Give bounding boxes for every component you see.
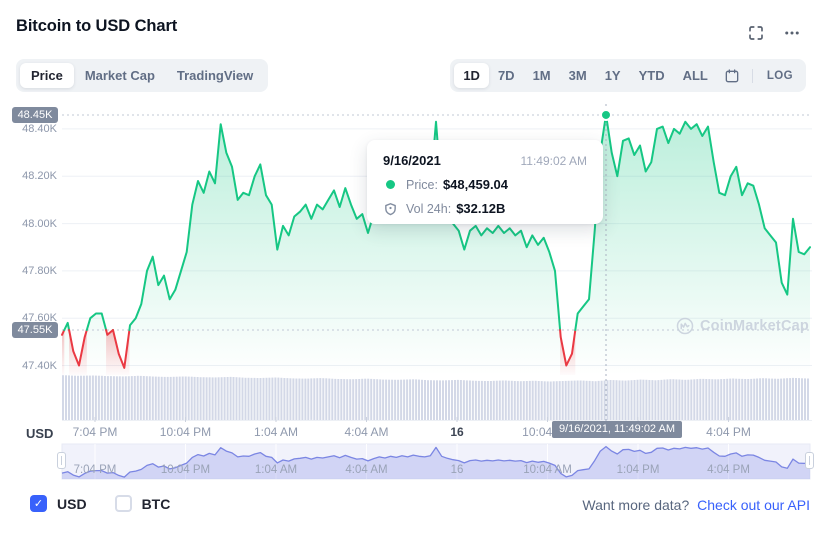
navigator-label: 1:04 AM: [254, 464, 298, 476]
price-line-down: [68, 329, 88, 367]
price-area-fill: [62, 114, 810, 375]
tooltip-vol-value: $32.12B: [456, 201, 506, 216]
footer: Want more data? Check out our API: [582, 497, 810, 513]
checkbox-label: BTC: [141, 495, 171, 512]
navigator-label: 4:04 AM: [345, 464, 388, 476]
checkbox-unchecked-icon[interactable]: [114, 495, 132, 512]
checkbox-label: USD: [57, 495, 87, 512]
navigator-handle-right[interactable]: [805, 452, 814, 469]
calendar-icon[interactable]: [717, 64, 747, 88]
api-link[interactable]: Check out our API: [697, 497, 810, 513]
x-axis-label: 4:04 PM: [706, 425, 751, 439]
navigator-label: 7:04 PM: [73, 464, 117, 476]
navigator-label: 16: [450, 464, 464, 476]
y-axis-label: 47.60K: [22, 312, 57, 325]
date-range-tab-group: 1D 7D 1M 3M 1Y YTD ALL LOG: [450, 59, 806, 92]
price-area-fill-down: [62, 330, 65, 375]
x-axis-label: 4:04 AM: [344, 425, 389, 439]
range-tab-all[interactable]: ALL: [682, 68, 708, 83]
chart-tooltip: 9/16/2021 11:49:02 AM Price: $48,459.04 …: [367, 140, 603, 224]
currency-toggle-row: ✓ USD BTC: [30, 495, 170, 512]
y-axis-label: 48.20K: [22, 170, 57, 183]
tab-tradingview[interactable]: TradingView: [176, 68, 254, 83]
navigator-label: 10:04 AM: [523, 464, 572, 476]
volume-bars: [62, 375, 809, 420]
navigator-handle-left[interactable]: [57, 452, 66, 469]
price-line-up: [63, 321, 71, 331]
y-axis-label: 48.00K: [22, 217, 57, 230]
x-axis-label: 7:04 PM: [72, 425, 118, 439]
price-line-down: [112, 329, 131, 369]
x-axis-label: 1:04 AM: [253, 425, 299, 439]
price-area-fill-down: [560, 330, 576, 375]
currency-checkbox-btc[interactable]: BTC: [114, 495, 171, 512]
y-axis-label: 48.40K: [22, 122, 57, 135]
navigator-label: 4:04 PM: [707, 464, 750, 476]
tooltip-date: 9/16/2021: [383, 153, 441, 168]
currency-checkbox-usd[interactable]: ✓ USD: [30, 495, 87, 512]
price-line-up: [574, 113, 811, 331]
page-title: Bitcoin to USD Chart: [16, 17, 178, 35]
footer-prompt: Want more data?: [582, 497, 690, 513]
range-tab-7d[interactable]: 7D: [497, 68, 515, 83]
x-axis-label: 10:04 PM: [159, 425, 212, 439]
crosshair-price-badge: 48.45K: [12, 106, 58, 123]
crosshair-date-badge: 9/16/2021, 11:49:02 AM: [552, 421, 682, 438]
range-tab-1d[interactable]: 1D: [454, 63, 489, 88]
chart-type-tab-group: Price Market Cap TradingView: [16, 59, 269, 92]
axis-currency-label: USD: [26, 426, 54, 441]
more-options-icon[interactable]: [782, 24, 802, 42]
tab-price[interactable]: Price: [20, 63, 74, 88]
header-icons: [747, 24, 802, 42]
price-line-up: [128, 120, 562, 331]
checkbox-checked-icon[interactable]: ✓: [30, 495, 47, 512]
watermark-text: CoinMarketCap: [700, 318, 809, 334]
tooltip-vol-label: Vol 24h:: [406, 201, 452, 216]
fullscreen-icon[interactable]: [747, 24, 765, 42]
crosshair-point-marker: [600, 108, 612, 121]
price-series-dot-icon: [383, 180, 397, 189]
navigator[interactable]: [61, 443, 811, 480]
navigator-area: [62, 446, 810, 479]
tab-market-cap[interactable]: Market Cap: [84, 68, 155, 83]
x-axis-label: 16: [450, 425, 464, 439]
price-line-down: [559, 329, 577, 367]
coinmarketcap-watermark: CoinMarketCap: [676, 317, 809, 335]
price-area-fill-down: [69, 330, 87, 375]
tooltip-price-label: Price:: [406, 177, 438, 192]
navigator-line: [61, 445, 811, 478]
price-line-up: [85, 312, 108, 331]
tooltip-time: 11:49:02 AM: [520, 154, 588, 168]
toolbar-divider: [751, 68, 753, 83]
volume-shield-icon: [383, 202, 397, 216]
price-area-fill-down: [106, 330, 113, 375]
price-line-down: [105, 329, 114, 336]
range-tab-log[interactable]: LOG: [766, 69, 793, 82]
y-axis-label: 47.80K: [22, 264, 57, 277]
y-axis-label: 47.40K: [22, 359, 57, 372]
tooltip-price-value: $48,459.04: [442, 177, 509, 192]
range-tab-ytd[interactable]: YTD: [638, 68, 665, 83]
range-tab-1y[interactable]: 1Y: [604, 68, 621, 83]
range-tab-1m[interactable]: 1M: [532, 68, 551, 83]
navigator-label: 10:04 PM: [160, 464, 211, 476]
navigator-label: 1:04 PM: [616, 464, 660, 476]
previous-close-badge: 47.55K: [12, 322, 58, 339]
coinmarketcap-logo-icon: [676, 317, 694, 335]
range-tab-3m[interactable]: 3M: [568, 68, 587, 83]
